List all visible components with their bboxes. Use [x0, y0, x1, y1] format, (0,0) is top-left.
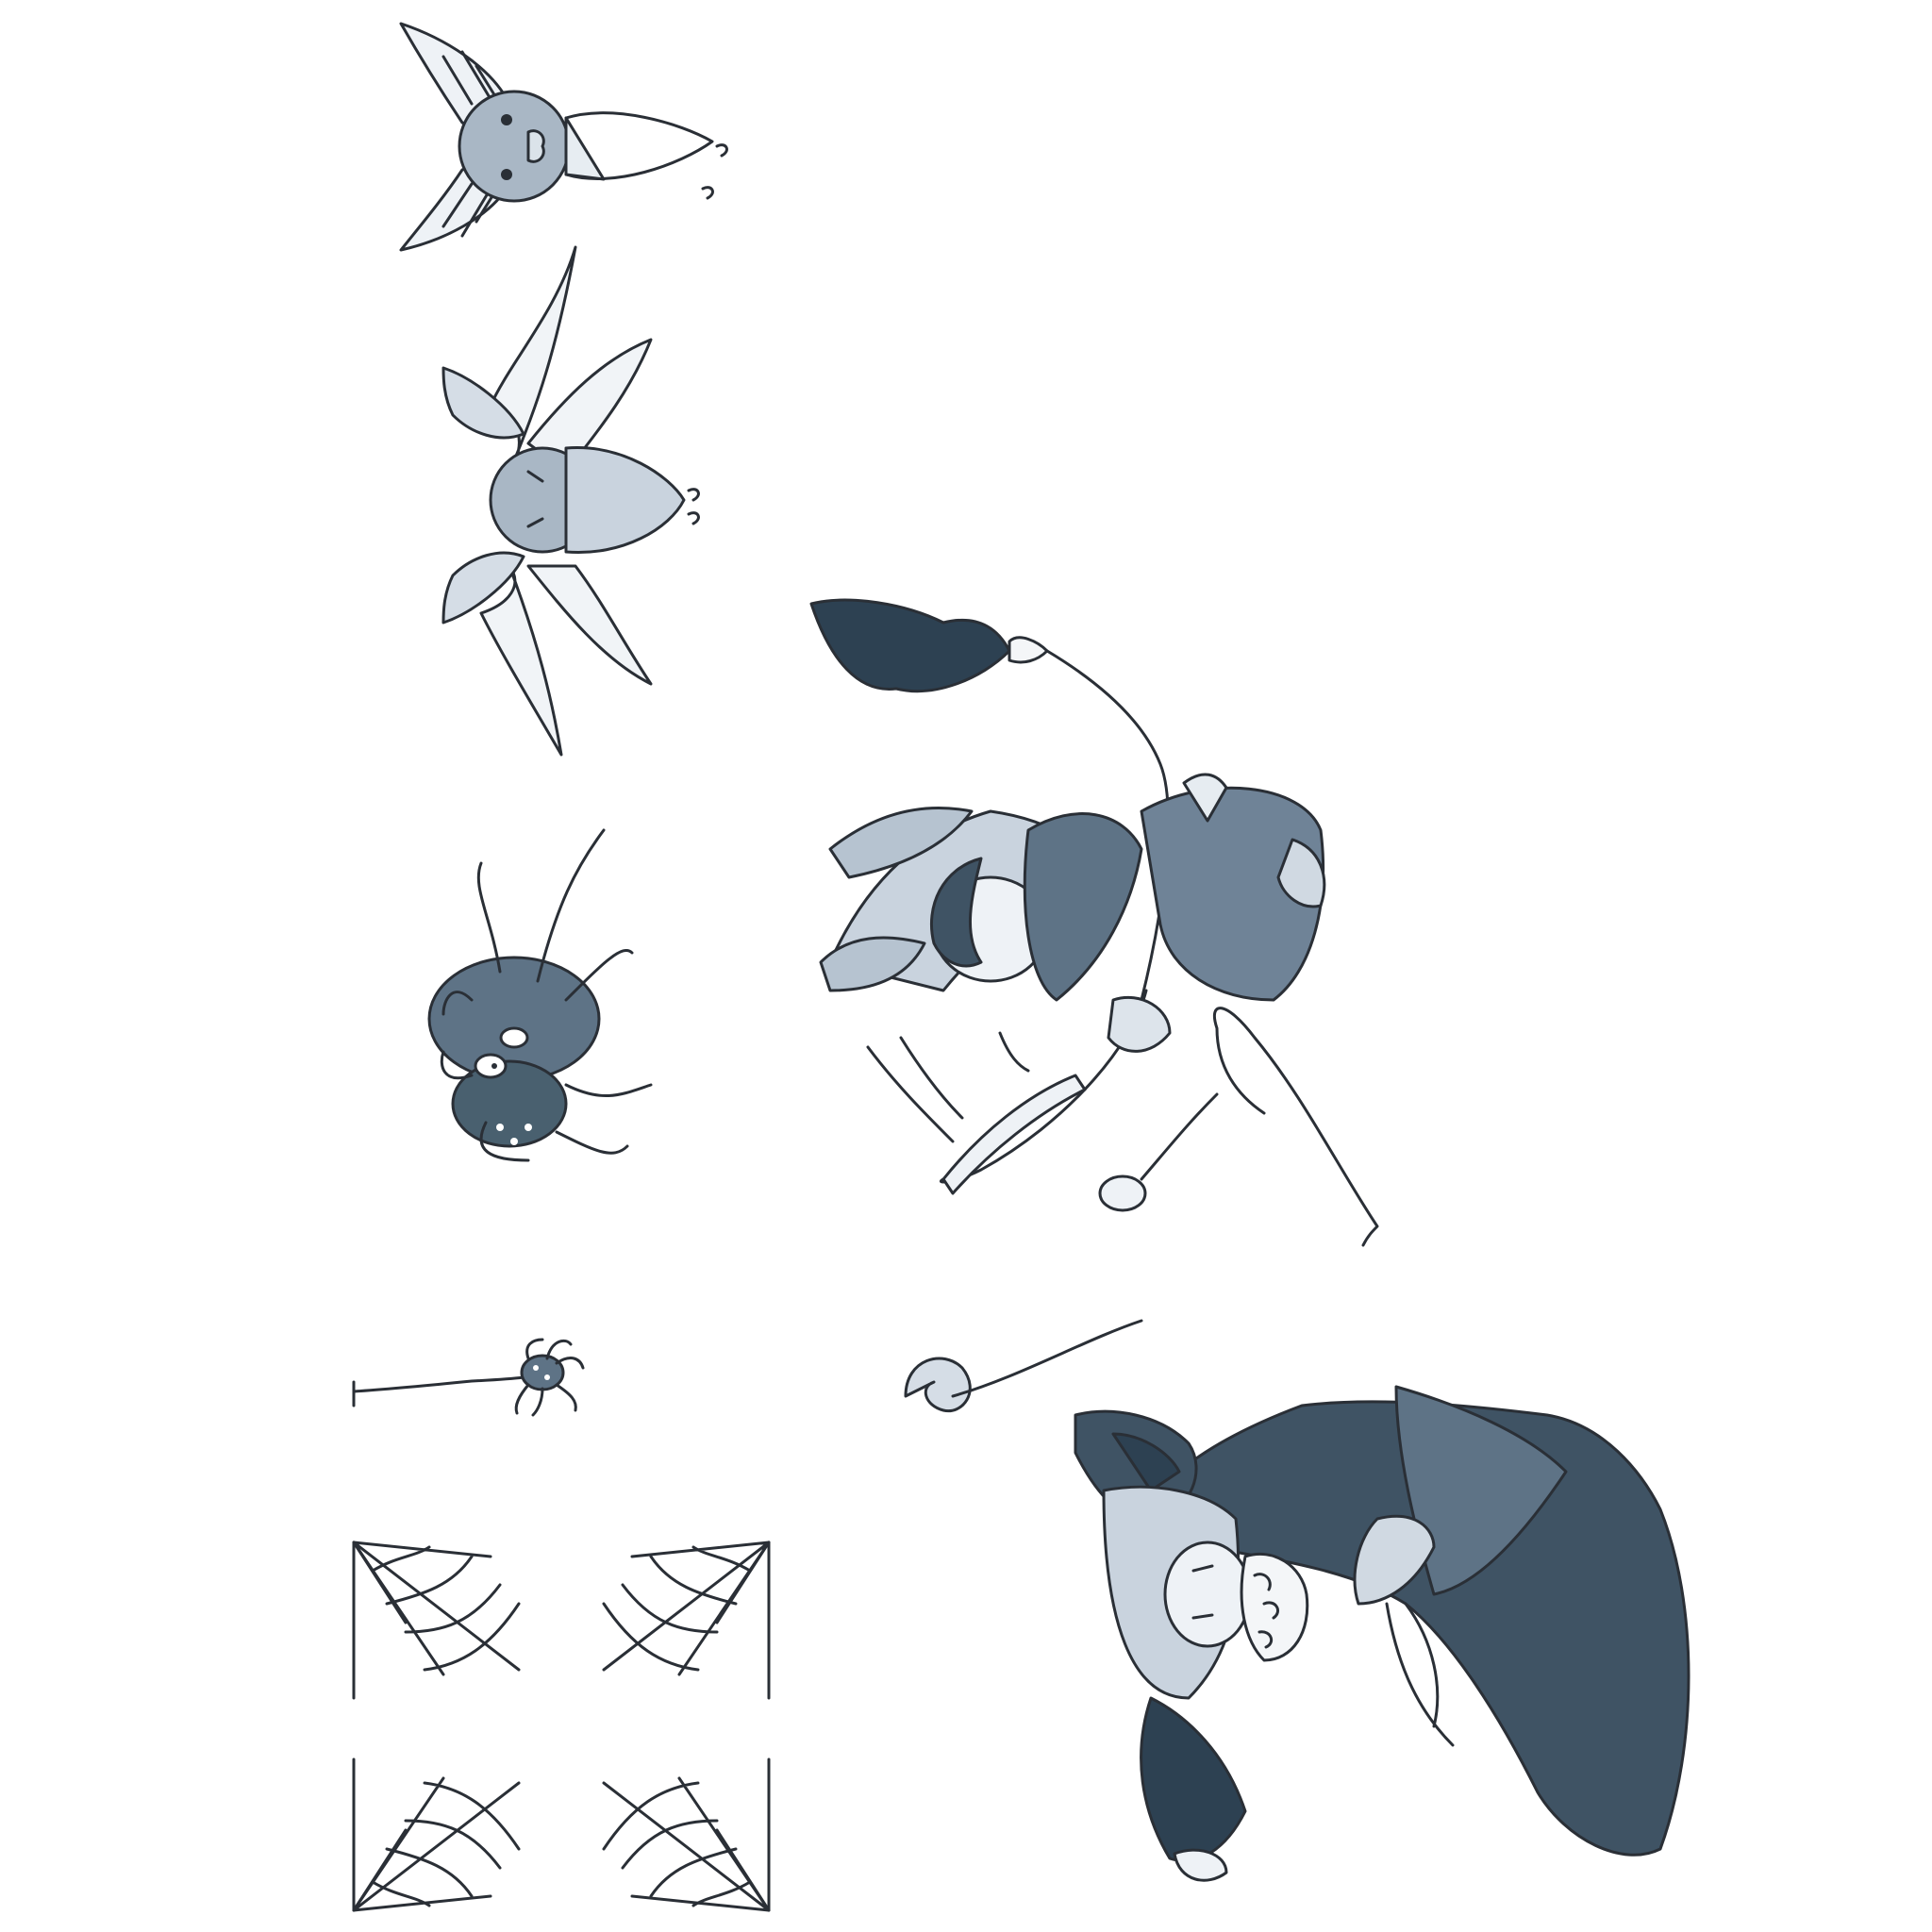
small-bat	[399, 22, 728, 252]
corner-cobweb	[352, 1541, 771, 1912]
spider-creature	[427, 828, 653, 1162]
witch-on-broom	[809, 598, 1326, 1195]
hanging-spider	[352, 1338, 585, 1417]
wizard-with-staff	[904, 1007, 1690, 1882]
flying-bat	[441, 245, 700, 757]
